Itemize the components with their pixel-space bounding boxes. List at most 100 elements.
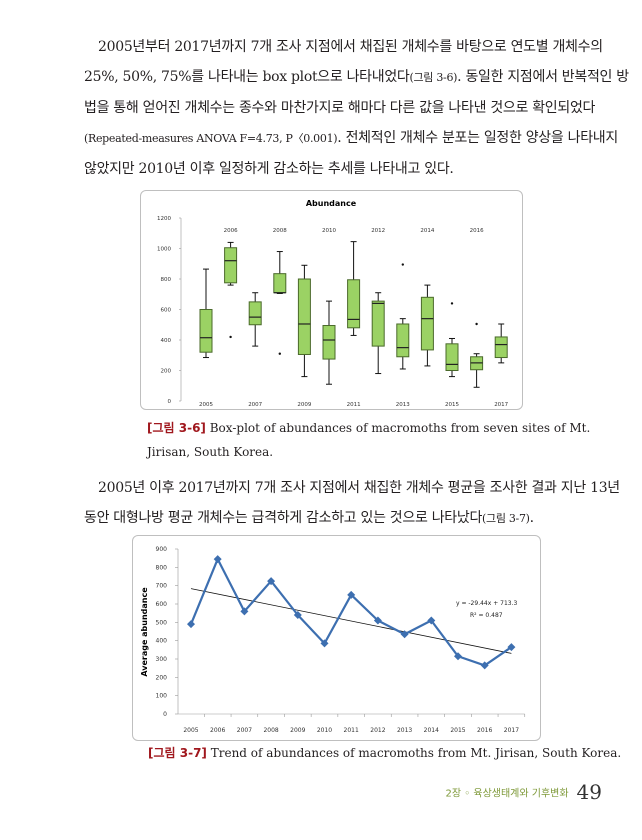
box [248, 301, 262, 326]
data-point [320, 639, 329, 648]
x-tick-label: 2016 [470, 228, 484, 234]
figure-3-6-caption: [그림 3-6] Box-plot of abundances of macro… [147, 416, 590, 464]
box [199, 309, 213, 353]
data-point [240, 607, 249, 616]
y-tick-label: 900 [156, 546, 168, 553]
outlier-point [229, 335, 232, 339]
paragraph-2: 2005년 이후 2017년까지 7개 조사 지점에서 채집한 개체수 평균을 … [84, 473, 620, 534]
chapter-title: 2장 ◦ 육상생태계와 기후변화 [445, 788, 569, 800]
box [371, 300, 385, 347]
text-line: (Repeated-measures ANOVA F=4.73, P〈0.001… [84, 130, 618, 146]
x-tick-label: 2007 [237, 727, 252, 734]
x-tick-label: 2006 [224, 228, 238, 234]
caption-text: Jirisan, South Korea. [147, 445, 274, 459]
x-tick-label: 2012 [370, 727, 385, 734]
x-tick-label: 2011 [347, 402, 361, 408]
x-tick-label: 2017 [504, 727, 519, 734]
y-tick-label: 0 [168, 399, 172, 405]
y-tick-label: 800 [161, 277, 172, 283]
data-point [507, 643, 516, 652]
line-chart-svg: 0 100 200 300 400 500 600 700 800 900 2005 2006 2007… [140, 546, 526, 734]
y-tick-label: 1200 [157, 216, 171, 222]
y-tick-label: 200 [161, 369, 172, 375]
text-line: 법을 통해 얻어진 개체수는 종수와 마찬가지로 해마다 다른 값을 나타낸 것… [84, 100, 596, 116]
x-tick-label: 2013 [396, 402, 410, 408]
text-line: 동안 대형나방 평균 개체수는 급격하게 감소하고 있는 것으로 나타났다(그림… [84, 510, 534, 526]
trend-equation: y = -29.44x + 713.3 [456, 600, 517, 607]
x-tick-label: 2008 [263, 727, 278, 734]
outlier-point [450, 302, 454, 305]
y-tick-label: 400 [156, 638, 168, 645]
figure-3-7-caption: [그림 3-7] Trend of abundances of macromot… [148, 741, 621, 765]
data-point [293, 611, 302, 619]
paragraph-1: 2005년부터 2017년까지 7개 조사 지점에서 채집된 개체수를 바탕으로… [84, 32, 629, 184]
y-tick-label: 600 [161, 308, 172, 314]
trend-r-squared: R² = 0.487 [470, 612, 503, 619]
y-tick-label: 0 [163, 711, 167, 718]
x-tick-label: 2009 [297, 402, 311, 408]
data-point [480, 661, 489, 670]
data-point [347, 590, 356, 599]
x-tick-label: 2015 [450, 727, 465, 734]
outlier-point [401, 263, 404, 266]
x-tick-label: 2005 [199, 402, 213, 408]
y-tick-label: 400 [161, 338, 172, 344]
outlier-point [278, 352, 281, 355]
data-point [400, 630, 409, 639]
x-tick-label: 2016 [477, 727, 492, 734]
data-point [213, 555, 222, 564]
y-axis-label: Average abundance [140, 587, 149, 677]
trend-line [190, 588, 512, 654]
y-tick-label: 800 [156, 564, 168, 571]
box-plot-chart: Abundance 0 200 400 600 800 1000 1200 2005 2006 20… [140, 190, 523, 410]
x-tick-label: 2007 [248, 402, 262, 408]
box [347, 279, 361, 329]
box [445, 343, 459, 371]
x-tick-label: 2009 [290, 727, 305, 734]
outlier-point [475, 322, 478, 326]
x-tick-label: 2014 [424, 727, 439, 734]
box-plot-svg: Abundance 0 200 400 600 800 1000 1200 2005 2006 20… [157, 199, 509, 408]
page-footer: 2장 ◦ 육상생태계와 기후변화 49 [446, 780, 602, 804]
y-tick-label: 600 [156, 601, 168, 608]
box [494, 336, 508, 359]
x-tick-label: 2012 [371, 228, 385, 234]
chart-title: Abundance [306, 199, 357, 208]
x-tick-label: 2010 [317, 727, 332, 734]
box [322, 325, 336, 360]
y-tick-label: 700 [156, 583, 168, 590]
x-tick-label: 2014 [420, 228, 434, 234]
y-tick-label: 1000 [157, 247, 171, 253]
box [297, 278, 311, 355]
data-point [267, 577, 276, 586]
box [273, 273, 287, 294]
x-tick-label: 2015 [445, 402, 459, 408]
box [420, 296, 434, 351]
caption-text: Box-plot of abundances of macromoths fro… [205, 421, 591, 435]
text-line: 2005년 이후 2017년까지 7개 조사 지점에서 채집한 개체수 평균을 … [98, 480, 620, 496]
y-tick-label: 200 [156, 674, 168, 681]
x-tick-label: 2010 [322, 228, 336, 234]
text-line: 25%, 50%, 75%를 나타내는 box plot으로 나타내었다(그림 … [84, 69, 629, 85]
data-point [454, 652, 462, 661]
x-tick-label: 2011 [344, 727, 359, 734]
data-line [189, 557, 513, 667]
data-point [427, 616, 436, 625]
figure-label: [그림 3-6] [147, 421, 206, 435]
data-point [187, 620, 195, 629]
x-tick-label: 2005 [183, 727, 198, 734]
y-tick-label: 300 [156, 656, 168, 663]
y-tick-label: 500 [156, 619, 168, 626]
text-line: 2005년부터 2017년까지 7개 조사 지점에서 채집된 개체수를 바탕으로… [98, 39, 603, 55]
x-tick-label: 2006 [210, 727, 225, 734]
figure-label: [그림 3-7] [148, 746, 207, 760]
data-point [373, 616, 382, 625]
x-tick-label: 2017 [494, 402, 508, 408]
x-tick-label: 2008 [273, 228, 287, 234]
y-tick-label: 100 [156, 693, 168, 700]
box [396, 323, 410, 358]
line-chart: 0 100 200 300 400 500 600 700 800 900 2005 2006 2007… [132, 535, 541, 741]
page-number: 49 [576, 780, 602, 804]
x-tick-label: 2013 [397, 727, 412, 734]
box [224, 247, 238, 284]
